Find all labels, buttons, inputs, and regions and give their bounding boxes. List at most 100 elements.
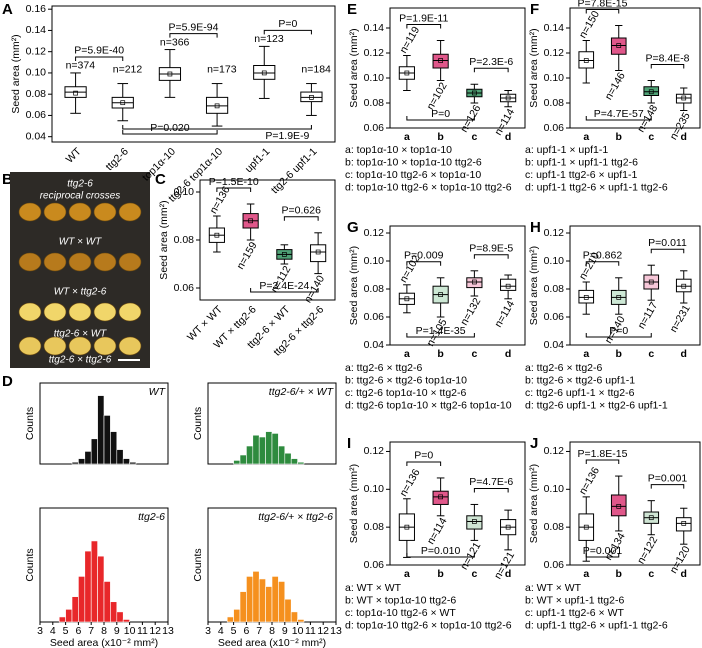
- y-tick-label: 0.10: [364, 255, 385, 267]
- seed: [118, 302, 142, 322]
- x-tick-label: 8: [101, 625, 107, 637]
- x-tick-label: 5: [63, 625, 69, 637]
- bar: [271, 433, 279, 465]
- box: [253, 65, 276, 80]
- legend-line: a: WT × WT: [525, 582, 582, 594]
- mean: [648, 515, 654, 521]
- y-tick-label: 0.12: [544, 227, 565, 239]
- box: [675, 517, 692, 532]
- box: [205, 96, 229, 114]
- bar: [90, 540, 98, 623]
- bar: [284, 452, 292, 465]
- bar: [78, 576, 86, 623]
- mean: [315, 249, 321, 255]
- bar: [103, 415, 111, 465]
- p-value: P=0: [609, 325, 628, 337]
- x-tick-label: 7: [256, 625, 262, 637]
- x-tick-label: d: [681, 131, 687, 143]
- box: [300, 91, 323, 103]
- legend-line: d: ttg2-6 top1α-10 × ttg2-6 top1α-10: [345, 399, 512, 411]
- bar: [65, 609, 73, 623]
- x-tick-label: 11: [305, 625, 316, 637]
- y-tick-label: 0.10: [364, 483, 385, 495]
- mean: [505, 95, 511, 101]
- mean: [681, 95, 687, 101]
- x-tick-label: a: [583, 131, 589, 143]
- panel-label: B: [2, 171, 13, 188]
- p-value: P=0.001: [583, 545, 623, 557]
- x-tick-label: 13: [330, 625, 342, 637]
- mean: [261, 70, 267, 76]
- n-label: n=114: [425, 516, 450, 547]
- bracket: [406, 461, 442, 466]
- bar: [129, 461, 137, 465]
- mean: [681, 521, 687, 526]
- n-label: n=117: [636, 300, 661, 331]
- legend-line: a: top1α-10 × top1α-10: [345, 144, 452, 156]
- bar: [297, 619, 305, 623]
- n-label: n=114: [492, 299, 517, 330]
- x-tick-label: 3: [205, 625, 211, 637]
- y-tick-label: 0.06: [364, 559, 385, 571]
- y-axis-label: Counts: [192, 407, 204, 440]
- mean: [505, 524, 511, 530]
- seed: [68, 302, 92, 322]
- y-tick-label: 0.14: [544, 22, 565, 34]
- bar: [246, 576, 254, 623]
- x-tick-label: WT: [64, 145, 84, 165]
- p-value: P=7.8E-15: [578, 0, 628, 9]
- mean: [505, 283, 511, 289]
- y-axis-label: Seed area (mm²): [158, 200, 170, 279]
- y-axis-label: Seed area (mm²): [348, 464, 360, 543]
- bar: [110, 431, 118, 465]
- x-tick-label: a: [583, 348, 589, 360]
- bracket: [406, 116, 475, 121]
- bar: [97, 555, 105, 623]
- n-label: n=374: [66, 60, 96, 72]
- bar: [290, 458, 298, 465]
- mean: [120, 100, 126, 106]
- box: [466, 515, 483, 530]
- plot-frame: [389, 225, 526, 346]
- y-tick-label: 0.10: [544, 72, 565, 84]
- bar: [278, 445, 286, 465]
- bracket: [75, 56, 124, 61]
- y-tick-label: 0.12: [544, 445, 565, 457]
- n-label: n=159: [234, 240, 259, 272]
- seed: [43, 202, 67, 222]
- bar: [233, 460, 241, 465]
- panel-label: H: [530, 219, 541, 236]
- n-label: n=150: [577, 9, 602, 41]
- x-tick-label: 5: [231, 625, 237, 637]
- n-label: n=235: [668, 110, 693, 142]
- x-tick-label: 11: [137, 625, 148, 637]
- seed: [68, 252, 92, 272]
- bracket: [585, 553, 620, 558]
- y-tick-label: 0.04: [26, 130, 47, 142]
- panel-label: J: [530, 435, 538, 452]
- mean: [648, 279, 654, 285]
- x-tick-label: 12: [317, 625, 329, 637]
- p-value: P=0.020: [150, 122, 190, 134]
- n-label: n=212: [113, 63, 143, 75]
- n-label: n=120: [668, 544, 693, 576]
- box: [675, 93, 692, 104]
- y-tick-label: 0.12: [544, 47, 565, 59]
- y-tick-label: 0.10: [544, 483, 565, 495]
- bracket: [473, 487, 509, 493]
- box: [643, 86, 660, 96]
- y-tick-label: 0.04: [544, 339, 565, 351]
- box: [500, 278, 517, 291]
- mean: [438, 292, 443, 297]
- seed: [118, 336, 142, 356]
- x-tick-label: b: [437, 568, 443, 580]
- y-tick-label: 0.10: [364, 72, 385, 84]
- bar: [265, 431, 273, 465]
- y-tick-label: 0.10: [544, 255, 565, 267]
- p-value: P=1.5E-10: [209, 176, 259, 188]
- legend-line: b: ttg2-6 × ttg2-6 top1α-10: [345, 374, 467, 386]
- legend-line: b: upf1-1 × upf1-1 ttg2-6: [525, 156, 638, 168]
- p-value: P=4.7E-57: [594, 108, 644, 120]
- x-tick-label: 9: [282, 625, 288, 637]
- x-tick-label: 10: [124, 625, 136, 637]
